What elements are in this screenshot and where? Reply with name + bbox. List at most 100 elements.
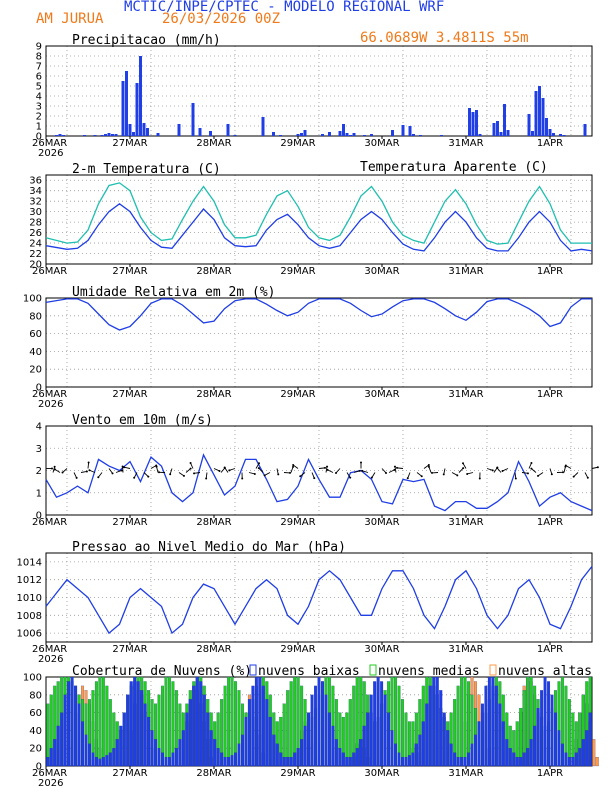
wind-arrow-head [564,464,567,467]
cloud-bar-0 [366,712,370,767]
precip-bar [408,126,412,136]
y-tick-label: 40 [29,347,42,358]
x-tick-label: 29MAR [280,644,315,655]
y-tick-label: 0 [36,132,42,143]
wind-arrow [396,467,404,469]
cloud-bar-0 [435,676,439,767]
precip-bar [352,133,356,136]
precip-bar [548,129,552,136]
cloud-bar-0 [161,752,164,767]
cloud-bar-0 [540,690,544,767]
cloud-bar-0 [553,712,557,767]
y-tick-label: 22 [29,249,42,260]
wind-arrow-head [358,469,361,472]
cloud-bar-1 [348,699,352,767]
precip-bar [83,135,86,136]
wind-arrow-head [228,469,231,472]
precip-bar [492,123,496,136]
wind-arrow [264,472,271,476]
precip-bar [468,108,471,136]
series-line [45,182,592,245]
wind-arrow-head [299,475,302,478]
wind-arrow [80,471,87,473]
wind-arrow-head [158,471,161,474]
y-tick-label: 100 [23,673,42,684]
series-line [45,202,593,252]
cloud-bar-0 [199,681,203,767]
cloud-bar-1 [98,676,102,767]
precip-bar [559,134,562,136]
wind-arrow-head [189,462,192,465]
cloud-bar-0 [195,676,199,767]
wind-arrow [388,469,395,473]
cloud-bar-0 [460,756,464,767]
x-tick-label: 29MAR [280,768,315,779]
wind-arrow-head [277,473,280,476]
legend-entry: nuvens baixas [258,664,360,679]
precip-bar [531,131,534,136]
x-tick-label: 1APR [537,644,563,655]
cloud-bar-0 [74,685,78,767]
wind-arrow-head [561,471,564,474]
cloud-bar-0 [300,739,304,767]
wind-arrow [52,466,56,473]
x-tick-label: 26MAR [32,768,67,779]
y-tick-label: 0 [36,383,42,394]
x-tick-label: 29MAR [280,138,315,149]
panel-frame [45,45,593,137]
wind-arrow-head [478,477,481,480]
cloud-bar-0 [581,739,585,767]
wind-arrow-head [501,469,504,472]
panel-precip [45,45,593,139]
legend-swatch [489,664,497,676]
precip-bar [114,134,118,136]
wind-arrow-head [182,474,185,477]
y-tick-label: 3 [36,444,42,455]
x-tick-label: 30MAR [364,138,399,149]
wind-arrow [443,468,446,475]
wind-arrow [156,466,159,473]
precip-bar [100,135,104,136]
x-tick-label: 30MAR [364,517,399,528]
wind-arrow-head [572,475,575,478]
cloud-bar-0 [536,708,540,767]
y-tick-label: 0 [36,762,42,773]
wind-arrow [124,466,131,469]
wind-arrow-head [462,462,464,465]
cloud-bar-0 [515,756,519,767]
precip-bar [527,114,531,136]
y-tick-label: 20 [29,365,42,376]
cloud-bar-0 [296,748,300,767]
cloud-bar-0 [348,756,352,767]
cloud-bar-0 [505,739,509,767]
wind-arrow-head [53,468,56,471]
wind-arrow-head [61,471,64,474]
wind-arrow [150,465,157,469]
wind-arrow-head [530,467,533,470]
y-tick-label: 1010 [17,593,42,604]
x-tick-label: 27MAR [112,517,147,528]
y-tick-label: 60 [29,708,42,719]
cloud-bar-0 [310,694,314,767]
precip-bar [233,135,237,136]
legend-swatch [369,664,377,676]
wind-arrow [423,464,430,469]
legend-entry: nuvens medias [378,664,480,679]
x-tick-label: 29MAR [280,517,315,528]
cloud-bar-0 [550,694,554,767]
cloud-bar-0 [585,730,589,767]
cloud-bar-0 [547,681,551,767]
precip-bar [328,132,331,136]
precip-bar [209,131,212,136]
cloud-bar-0 [293,752,297,767]
cloud-bar-0 [324,694,328,767]
cloud-bar-0 [432,676,436,767]
cloud-bar-0 [230,755,234,767]
cloud-bar-0 [453,752,457,767]
wind-arrow-head [263,474,266,477]
cloud-bar-0 [181,730,185,767]
y-tick-label: 100 [23,294,42,305]
cloud-bar-2 [595,756,599,767]
x-tick-label: 26MAR [32,517,67,528]
y-tick-label: 3 [36,102,42,113]
